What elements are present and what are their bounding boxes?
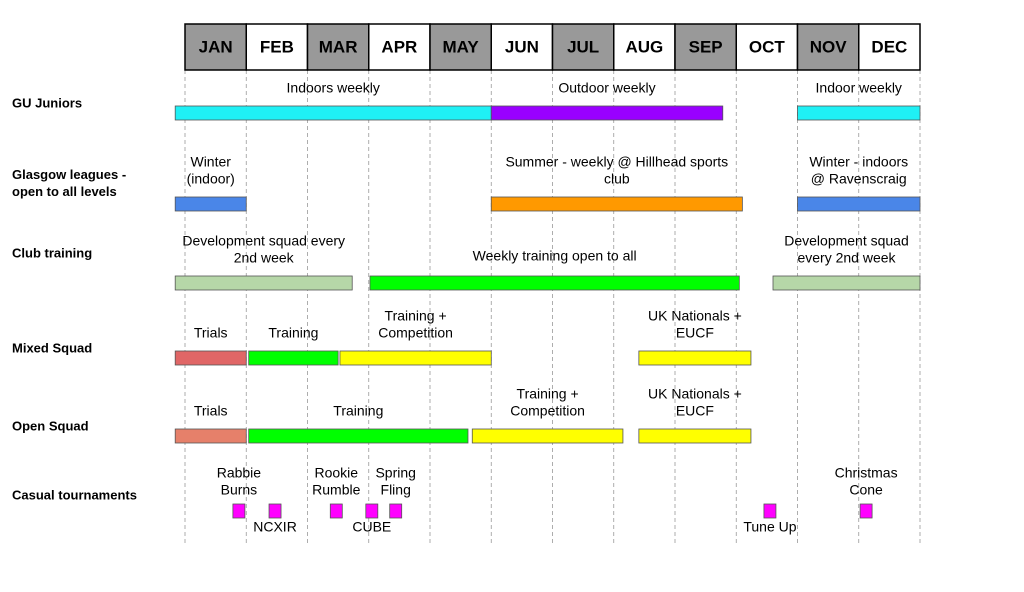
bar — [174, 428, 247, 444]
month-label: OCT — [749, 37, 786, 56]
bar-label: EUCF — [676, 325, 714, 341]
month-label: FEB — [260, 37, 294, 56]
row-label: GU Juniors — [12, 95, 82, 110]
bar-label: (indoor) — [187, 171, 235, 187]
month-label: DEC — [871, 37, 907, 56]
bar-label: Indoors weekly — [287, 80, 380, 96]
row-label: Casual tournaments — [12, 487, 137, 502]
bar-label: Winter - indoors — [809, 154, 908, 170]
bar — [248, 350, 339, 366]
tournament-label: Rookie — [314, 465, 358, 481]
bar-label: every 2nd week — [797, 250, 896, 266]
bar — [638, 350, 752, 366]
bar-label: Training + — [517, 386, 579, 402]
bar-label: Winter — [190, 154, 231, 170]
bar-label: Competition — [510, 403, 585, 419]
tournament-marker — [365, 503, 379, 519]
month-cell — [796, 23, 860, 71]
bar — [174, 105, 492, 121]
tournament-label: Fling — [381, 482, 411, 498]
tournament-marker — [268, 503, 282, 519]
month-cell — [858, 23, 921, 71]
bar-label: Training + — [385, 308, 447, 324]
tournament-marker — [232, 503, 246, 519]
bar-label: club — [604, 171, 630, 187]
bar — [490, 196, 743, 212]
bar-label: Development squad every — [182, 233, 345, 249]
bar — [248, 428, 469, 444]
bar-label: @ Ravenscraig — [811, 171, 907, 187]
bar-label: Development squad — [784, 233, 909, 249]
month-cell — [735, 23, 799, 71]
month-label: JAN — [199, 37, 233, 56]
tournament-label: Rumble — [312, 482, 360, 498]
tournament-label: Rabbie — [217, 465, 262, 481]
month-cell — [613, 23, 676, 71]
month-cell — [490, 23, 554, 71]
row-label: Club training — [12, 245, 92, 260]
month-label: AUG — [625, 37, 663, 56]
tournament-label: Christmas — [835, 465, 898, 481]
bar — [369, 275, 740, 291]
bar — [174, 196, 247, 212]
tournament-label: Spring — [375, 465, 415, 481]
bar — [638, 428, 752, 444]
tournament-marker — [763, 503, 777, 519]
bar — [797, 196, 921, 212]
month-label: MAY — [443, 37, 480, 56]
tournament-label: Tune Up — [743, 519, 796, 535]
month-cell — [429, 23, 492, 71]
bar — [471, 428, 624, 444]
bar-label: Competition — [378, 325, 453, 341]
month-cell — [368, 23, 431, 71]
bar — [174, 275, 353, 291]
bar — [772, 275, 921, 291]
tournament-label: CUBE — [352, 519, 391, 535]
month-label: JUL — [567, 37, 599, 56]
tournament-label: Cone — [849, 482, 883, 498]
tournament-label: Burns — [221, 482, 258, 498]
month-label: SEP — [689, 37, 723, 56]
bar-label: Training — [333, 403, 383, 419]
bar — [339, 350, 492, 366]
tournament-label: NCXIR — [253, 519, 297, 535]
month-label: NOV — [810, 37, 848, 56]
tournament-marker — [389, 503, 403, 519]
month-cell — [184, 23, 247, 71]
bar-label: Indoor weekly — [816, 80, 902, 96]
row-label: Glasgow leagues - — [12, 167, 126, 182]
bar-label: Outdoor weekly — [558, 80, 655, 96]
bar-label: Training — [268, 325, 318, 341]
bar-label: EUCF — [676, 403, 714, 419]
bar-label: UK Nationals + — [648, 386, 742, 402]
month-label: JUN — [505, 37, 539, 56]
row-label: Mixed Squad — [12, 340, 92, 355]
month-label: APR — [381, 37, 417, 56]
month-label: MAR — [319, 37, 358, 56]
row-label: Open Squad — [12, 418, 89, 433]
tournament-marker — [329, 503, 343, 519]
bar — [490, 105, 724, 121]
bar-label: UK Nationals + — [648, 308, 742, 324]
bar-label: Weekly training open to all — [473, 248, 637, 264]
bar — [797, 105, 921, 121]
bar-label: 2nd week — [234, 250, 295, 266]
tournament-marker — [859, 503, 873, 519]
row-label: open to all levels — [12, 184, 117, 199]
month-cell — [306, 23, 370, 71]
month-cell — [551, 23, 615, 71]
bar — [174, 350, 247, 366]
bar-label: Summer - weekly @ Hillhead sports — [505, 154, 728, 170]
bar-label: Trials — [194, 403, 228, 419]
bar-label: Trials — [194, 325, 228, 341]
